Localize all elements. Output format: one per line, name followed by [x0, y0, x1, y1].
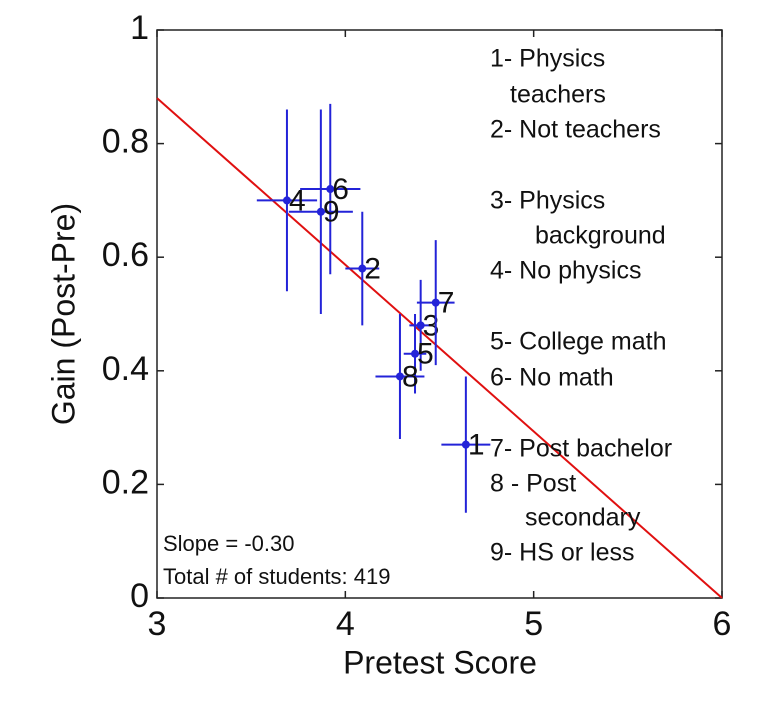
x-tick-label: 3: [148, 605, 167, 643]
legend-note: 6- No math: [490, 364, 614, 392]
y-tick-label: 0: [130, 577, 149, 615]
legend-note: background: [535, 222, 666, 250]
x-tick-label: 4: [336, 605, 355, 643]
y-tick-label: 0.4: [102, 350, 149, 388]
annotation: Total # of students: 419: [163, 564, 391, 589]
point-label: 6: [332, 173, 349, 206]
point-label: 9: [323, 196, 340, 229]
legend-note: 5- College math: [490, 328, 666, 356]
x-tick-label: 6: [713, 605, 732, 643]
point: [431, 298, 440, 307]
legend-note: 3- Physics: [490, 187, 605, 215]
fit-line: [156, 97, 723, 599]
point: [358, 264, 367, 273]
legend-note: 8 - Post: [490, 470, 576, 498]
point: [326, 185, 335, 194]
legend-note: 7- Post bachelor: [490, 435, 672, 463]
legend-note: teachers: [510, 81, 606, 109]
legend-note: 4- No physics: [490, 257, 641, 285]
point-label: 2: [364, 252, 381, 285]
legend-note: 2- Not teachers: [490, 116, 661, 144]
legend-note: 1- Physics: [490, 45, 605, 73]
point: [282, 196, 291, 205]
point: [411, 349, 420, 358]
y-tick-label: 0.6: [102, 236, 149, 274]
legend-note: secondary: [525, 504, 641, 532]
y-axis-label: Gain (Post-Pre): [45, 203, 81, 425]
point-label: 8: [402, 360, 419, 393]
point: [416, 321, 425, 330]
point-label: 1: [468, 429, 485, 462]
y-tick-label: 0.2: [102, 463, 149, 501]
x-tick-label: 5: [524, 605, 543, 643]
point: [316, 207, 325, 216]
point: [395, 372, 404, 381]
plot-frame: [156, 29, 723, 599]
point-label: 5: [417, 338, 434, 371]
point-label: 7: [438, 287, 455, 320]
legend-note: 9- HS or less: [490, 539, 634, 567]
x-axis-label: Pretest Score: [343, 644, 537, 680]
point: [461, 440, 470, 449]
annotation: Slope = -0.30: [163, 531, 294, 556]
y-tick-label: 0.8: [102, 123, 149, 161]
y-tick-label: 1: [130, 9, 149, 47]
point-label: 4: [289, 184, 306, 217]
